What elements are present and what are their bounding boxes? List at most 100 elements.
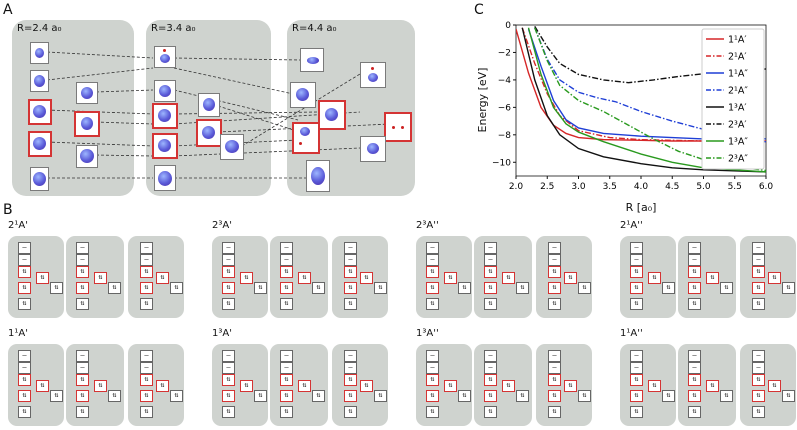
orbital-level: ⇅ — [426, 282, 439, 294]
orbital-level: ⇅ — [662, 390, 675, 402]
series-line — [534, 27, 766, 172]
orbital-thumb — [220, 134, 244, 160]
orbital-level: ⇅ — [648, 380, 661, 392]
orbital-level: – — [222, 350, 235, 362]
r-label-1: R=2.4 a₀ — [17, 23, 62, 34]
orbital-level: – — [630, 254, 643, 266]
x-tick-label: 6.0 — [759, 182, 774, 192]
orbital-level: ⇅ — [662, 282, 675, 294]
orbital-level: ⇅ — [156, 380, 169, 392]
mo-diagram-panel: – – ⇅ ⇅ ⇅ ⇅ ⇅ — [212, 236, 268, 318]
state-label: 2¹A'' — [620, 220, 643, 231]
orbital-thumb — [360, 62, 386, 88]
orbital-level: ⇅ — [344, 374, 357, 386]
y-tick-label: 0 — [505, 21, 511, 31]
orbital-thumb-highlighted — [384, 112, 412, 142]
energy-chart: 2.0 2.5 3.0 3.5 4.0 4.5 5.0 5.5 6.00−2−4−6−8−10 … — [476, 21, 774, 214]
mo-diagram-panel: – – ⇅ ⇅ ⇅ ⇅ ⇅ — [620, 344, 676, 426]
orbital-level: – — [752, 350, 765, 362]
orbital-thumb — [30, 167, 49, 191]
orbital-level: ⇅ — [752, 282, 765, 294]
x-tick-label: 5.0 — [696, 182, 711, 192]
series-line — [527, 28, 766, 143]
orbital-level: ⇅ — [458, 390, 471, 402]
mo-diagram-panel: – – ⇅ ⇅ ⇅ ⇅ ⇅ — [66, 236, 124, 318]
orbital-level: ⇅ — [76, 390, 89, 402]
orbital-level: ⇅ — [222, 374, 235, 386]
orbital-thumb-highlighted — [152, 103, 178, 129]
orbital-level: ⇅ — [426, 390, 439, 402]
orbital-level: ⇅ — [688, 406, 701, 418]
orbital-level: ⇅ — [170, 390, 183, 402]
orbital-level: ⇅ — [752, 374, 765, 386]
orbital-level: – — [752, 254, 765, 266]
orbital-level: – — [222, 242, 235, 254]
orbital-thumb — [76, 82, 98, 104]
orbital-level: – — [280, 350, 293, 362]
orbital-thumb — [300, 48, 324, 72]
orbital-level: – — [426, 350, 439, 362]
orbital-level: ⇅ — [426, 266, 439, 278]
orbital-level: ⇅ — [254, 390, 267, 402]
orbital-level: – — [18, 254, 31, 266]
orbital-level: ⇅ — [768, 380, 781, 392]
orbital-thumb — [76, 145, 98, 168]
orbital-level: ⇅ — [254, 282, 267, 294]
orbital-thumb — [30, 70, 49, 92]
y-axis-label: Energy [eV] — [476, 68, 489, 133]
orbital-level: ⇅ — [752, 298, 765, 310]
orbital-level: – — [18, 350, 31, 362]
orbital-level: ⇅ — [426, 298, 439, 310]
orbital-level: – — [688, 350, 701, 362]
orbital-level: – — [140, 254, 153, 266]
orbital-level: ⇅ — [222, 390, 235, 402]
orbital-level: ⇅ — [140, 282, 153, 294]
x-tick-label: 4.0 — [634, 182, 649, 192]
orbital-level: ⇅ — [18, 266, 31, 278]
orbital-level: – — [18, 242, 31, 254]
x-tick-label: 4.5 — [665, 182, 679, 192]
orbital-level: ⇅ — [630, 298, 643, 310]
orbital-level: ⇅ — [240, 272, 253, 284]
orbital-level: – — [484, 350, 497, 362]
orbital-level: ⇅ — [76, 374, 89, 386]
orbital-level: ⇅ — [360, 272, 373, 284]
orbital-level: ⇅ — [630, 266, 643, 278]
x-axis-label: R [a₀] — [626, 201, 657, 214]
mo-diagram-panel: – – ⇅ ⇅ ⇅ ⇅ ⇅ — [474, 344, 532, 426]
orbital-level: ⇅ — [76, 298, 89, 310]
r-label-2: R=3.4 a₀ — [151, 23, 196, 34]
orbital-level: ⇅ — [548, 406, 561, 418]
orbital-level: ⇅ — [630, 390, 643, 402]
orbital-level: ⇅ — [140, 406, 153, 418]
orbital-level: ⇅ — [688, 298, 701, 310]
orbital-level: – — [76, 242, 89, 254]
mo-diagram-panel: – – ⇅ ⇅ ⇅ ⇅ ⇅ — [416, 236, 472, 318]
orbital-level: – — [140, 242, 153, 254]
orbital-level: ⇅ — [374, 282, 387, 294]
orbital-level: ⇅ — [484, 406, 497, 418]
orbital-thumb — [360, 136, 386, 162]
orbital-level: ⇅ — [222, 282, 235, 294]
mo-diagram-panel: – – ⇅ ⇅ ⇅ ⇅ ⇅ — [332, 344, 388, 426]
orbital-thumb-highlighted — [196, 119, 222, 147]
mo-diagram-panel: – – ⇅ ⇅ ⇅ ⇅ ⇅ — [128, 236, 184, 318]
orbital-level: ⇅ — [298, 380, 311, 392]
orbital-level: ⇅ — [222, 266, 235, 278]
orbital-thumb — [306, 160, 330, 192]
orbital-level: ⇅ — [344, 390, 357, 402]
x-tick-label: 3.0 — [571, 182, 586, 192]
orbital-level: ⇅ — [18, 298, 31, 310]
orbital-level: ⇅ — [502, 272, 515, 284]
orbital-level: ⇅ — [768, 272, 781, 284]
state-label: 1¹A'' — [620, 328, 643, 339]
orbital-level: ⇅ — [240, 380, 253, 392]
orbital-level: ⇅ — [782, 390, 795, 402]
orbital-level: ⇅ — [280, 406, 293, 418]
mo-diagram-panel: – – ⇅ ⇅ ⇅ ⇅ ⇅ — [678, 236, 736, 318]
mo-diagram-panel: – – ⇅ ⇅ ⇅ ⇅ ⇅ — [212, 344, 268, 426]
orbital-thumb — [154, 165, 176, 191]
orbital-level: – — [344, 350, 357, 362]
orbital-level: ⇅ — [374, 390, 387, 402]
orbital-level: – — [140, 350, 153, 362]
